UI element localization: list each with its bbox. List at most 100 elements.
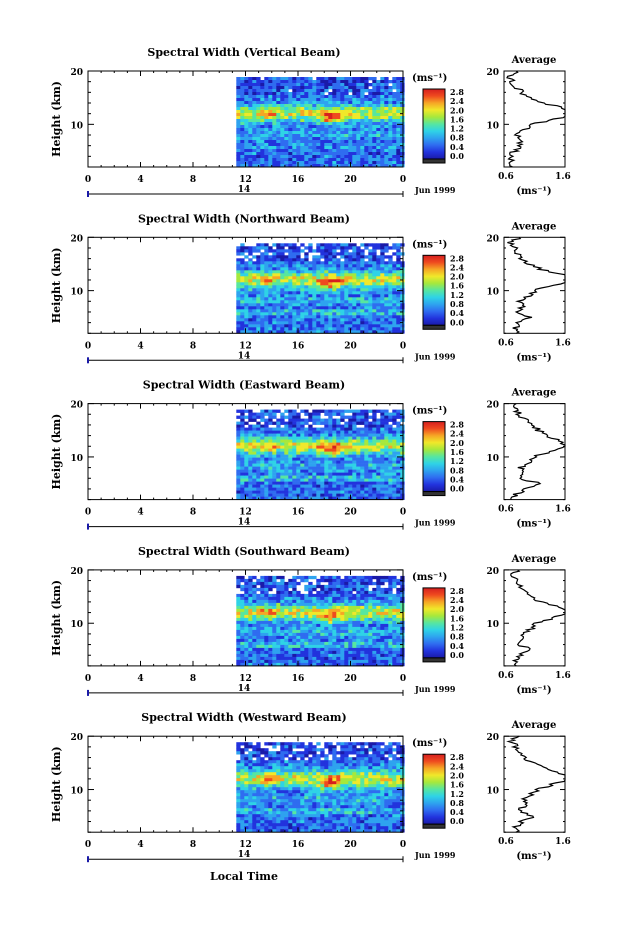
heatmap-cell <box>352 602 357 607</box>
heatmap-cell <box>284 457 289 461</box>
heatmap-cell <box>308 143 313 147</box>
heatmap-cell <box>260 330 265 334</box>
heatmap-cell <box>372 306 377 310</box>
heatmap-cell <box>356 261 361 265</box>
heatmap-cell <box>392 110 397 114</box>
heatmap-cell <box>308 86 313 90</box>
heatmap-cell <box>328 104 333 108</box>
heatmap-cell <box>332 128 337 132</box>
heatmap-cell <box>324 297 329 301</box>
heatmap-cell <box>328 656 333 661</box>
heatmap-cell <box>324 89 329 93</box>
heatmap-cell <box>272 442 277 446</box>
heatmap-cell <box>392 246 397 250</box>
heatmap-cell <box>268 125 273 129</box>
heatmap-cell <box>284 303 289 307</box>
x-tick-label: 12 <box>239 175 252 185</box>
heatmap-cell <box>288 641 293 646</box>
heatmap-cell <box>252 285 257 289</box>
heatmap-cell <box>244 484 249 488</box>
heatmap-cell <box>364 481 369 485</box>
heatmap-cell <box>348 433 353 437</box>
heatmap-cell <box>352 318 357 322</box>
heatmap-cell <box>316 445 321 449</box>
heatmap-cell <box>300 620 305 625</box>
heatmap-cell <box>396 95 401 99</box>
heatmap-cell <box>268 481 273 485</box>
heatmap-cell <box>248 300 253 304</box>
heatmap-cell <box>264 472 269 476</box>
heatmap-cell <box>288 629 293 634</box>
heatmap-cell <box>240 83 245 87</box>
heatmap-cell <box>248 611 253 616</box>
heatmap-cell <box>276 575 281 580</box>
heatmap-cell <box>396 327 401 331</box>
heatmap-cell <box>324 116 329 120</box>
heatmap-cell <box>236 578 241 583</box>
heatmap-cell <box>244 273 249 277</box>
heatmap-cell <box>344 137 349 141</box>
heatmap-cell <box>320 584 325 589</box>
heatmap-cell <box>336 155 341 159</box>
heatmap-cell <box>400 122 405 126</box>
heatmap-cell <box>372 469 377 473</box>
heatmap-cell <box>324 602 329 607</box>
heatmap-cell <box>392 469 397 473</box>
heatmap-cell <box>240 324 245 328</box>
heatmap-cell <box>268 430 273 434</box>
heatmap-cell <box>388 122 393 126</box>
heatmap-cell <box>260 306 265 310</box>
heatmap-cell <box>332 134 337 138</box>
heatmap-cell <box>284 620 289 625</box>
heatmap-cell <box>292 445 297 449</box>
heatmap-cell <box>332 101 337 105</box>
heatmap-cell <box>352 92 357 96</box>
heatmap-cell <box>396 270 401 274</box>
heatmap-cell <box>288 427 293 431</box>
heatmap-cell <box>400 104 405 108</box>
heatmap-cell <box>324 439 329 443</box>
heatmap-cell <box>244 647 249 652</box>
heatmap-cell <box>312 107 317 111</box>
heatmap-cell <box>380 285 385 289</box>
heatmap-cell <box>288 113 293 117</box>
heatmap-cell <box>292 273 297 277</box>
heatmap-cell <box>296 252 301 256</box>
heatmap-cell <box>256 626 261 631</box>
heatmap-cell <box>320 312 325 316</box>
heatmap-cell <box>244 324 249 328</box>
heatmap-cell <box>260 273 265 277</box>
heatmap-cell <box>336 128 341 132</box>
heatmap-cell <box>252 131 257 135</box>
heatmap-cell <box>276 466 281 470</box>
heatmap-cell <box>336 421 341 425</box>
heatmap-cell <box>312 409 317 413</box>
heatmap-cell <box>288 466 293 470</box>
heatmap-cell <box>344 330 349 334</box>
heatmap-cell <box>280 92 285 96</box>
heatmap-cell <box>268 496 273 500</box>
heatmap-cell <box>308 418 313 422</box>
heatmap-cell <box>368 481 373 485</box>
heatmap-cell <box>272 155 277 159</box>
heatmap-cell <box>284 599 289 604</box>
heatmap-cell <box>396 149 401 153</box>
heatmap-cell <box>316 104 321 108</box>
heatmap-cell <box>300 125 305 129</box>
heatmap-cell <box>240 602 245 607</box>
heatmap-cell <box>236 261 241 265</box>
heatmap-cell <box>380 131 385 135</box>
heatmap-cell <box>340 436 345 440</box>
heatmap-cell <box>372 487 377 491</box>
heatmap-cell <box>260 255 265 259</box>
heatmap-cell <box>308 424 313 428</box>
heatmap-cell <box>324 134 329 138</box>
heatmap-cell <box>308 587 313 592</box>
heatmap-cell <box>340 119 345 123</box>
heatmap-cell <box>248 463 253 467</box>
heatmap-cell <box>372 481 377 485</box>
heatmap-cell <box>288 255 293 259</box>
heatmap-cell <box>352 288 357 292</box>
heatmap-cell <box>332 659 337 664</box>
